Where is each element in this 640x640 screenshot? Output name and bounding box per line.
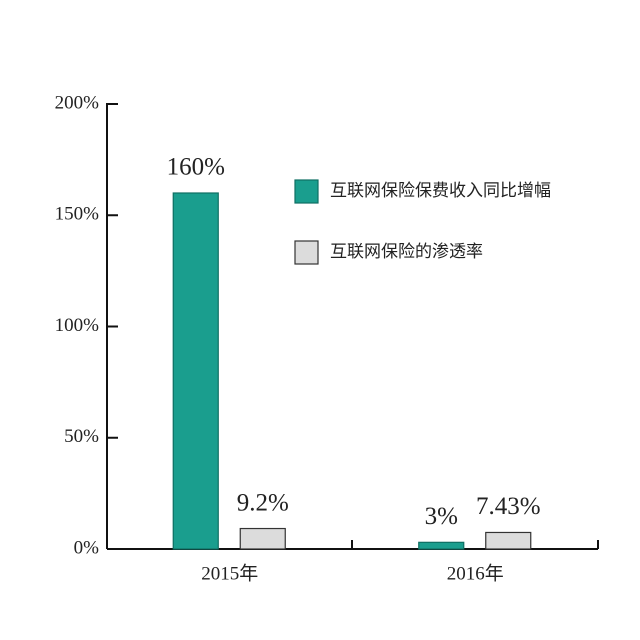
legend-label: 互联网保险的渗透率 — [330, 242, 483, 262]
bar — [485, 531, 532, 550]
bar — [418, 541, 465, 550]
x-tick-label: 2016年 — [447, 562, 504, 584]
value-label: 160% — [167, 154, 225, 181]
value-label: 7.43% — [476, 493, 541, 520]
y-tick-label: 150% — [55, 204, 100, 225]
y-tick-label: 200% — [55, 92, 100, 113]
legend-swatch — [294, 240, 319, 265]
x-tick-label: 2015年 — [201, 562, 258, 584]
value-label: 9.2% — [237, 489, 289, 516]
y-tick-label: 0% — [74, 537, 100, 558]
bar — [172, 192, 219, 550]
legend-swatch — [294, 179, 319, 204]
bar — [239, 527, 286, 550]
value-label: 3% — [425, 503, 458, 530]
legend-label: 互联网保险保费收入同比增幅 — [330, 181, 551, 201]
y-tick-label: 50% — [64, 426, 99, 447]
y-tick-label: 100% — [55, 315, 100, 336]
